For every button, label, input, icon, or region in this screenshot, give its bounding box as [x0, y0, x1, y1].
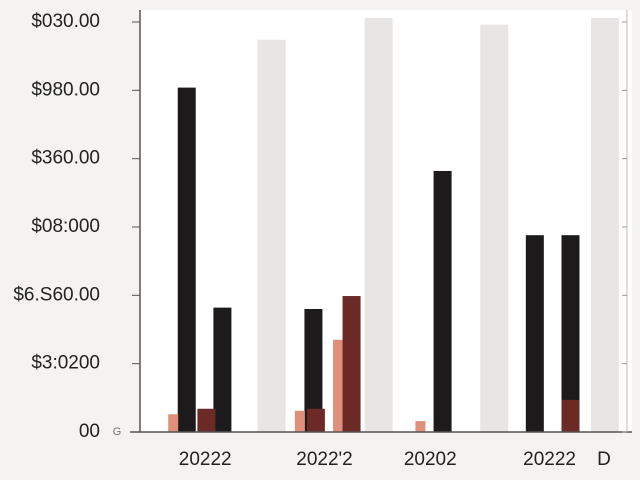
x-tick-label: 20222 — [179, 449, 232, 470]
annotation: D — [597, 449, 611, 470]
bar — [294, 410, 305, 432]
x-tick-label: 2022'2 — [296, 449, 352, 470]
y-tick-label: $980.00 — [31, 79, 100, 100]
bar — [364, 17, 393, 433]
bar — [480, 24, 509, 432]
bar — [197, 408, 216, 432]
bar — [168, 414, 179, 432]
bar — [590, 17, 619, 433]
bar — [525, 235, 544, 432]
bar — [433, 170, 452, 432]
bar — [561, 399, 580, 432]
x-tick-label: 20202 — [404, 449, 457, 470]
y-tick-label: 00 — [79, 421, 100, 442]
x-tick-label: 20222 — [523, 449, 576, 470]
bar — [415, 421, 426, 432]
bar — [304, 309, 323, 432]
bar — [177, 87, 196, 432]
bar — [333, 339, 344, 432]
bar — [561, 235, 580, 432]
y-tick-label: $030.00 — [31, 11, 100, 32]
y-tick-label: $360.00 — [31, 148, 100, 169]
bar — [257, 39, 286, 433]
annotation: G — [113, 426, 122, 438]
y-tick-label: $08:000 — [31, 216, 100, 237]
bar — [306, 408, 325, 432]
bar — [213, 307, 232, 432]
bar — [342, 296, 361, 432]
y-tick-label: $6.S60.00 — [13, 284, 100, 305]
y-tick-label: $3:0200 — [31, 353, 100, 374]
